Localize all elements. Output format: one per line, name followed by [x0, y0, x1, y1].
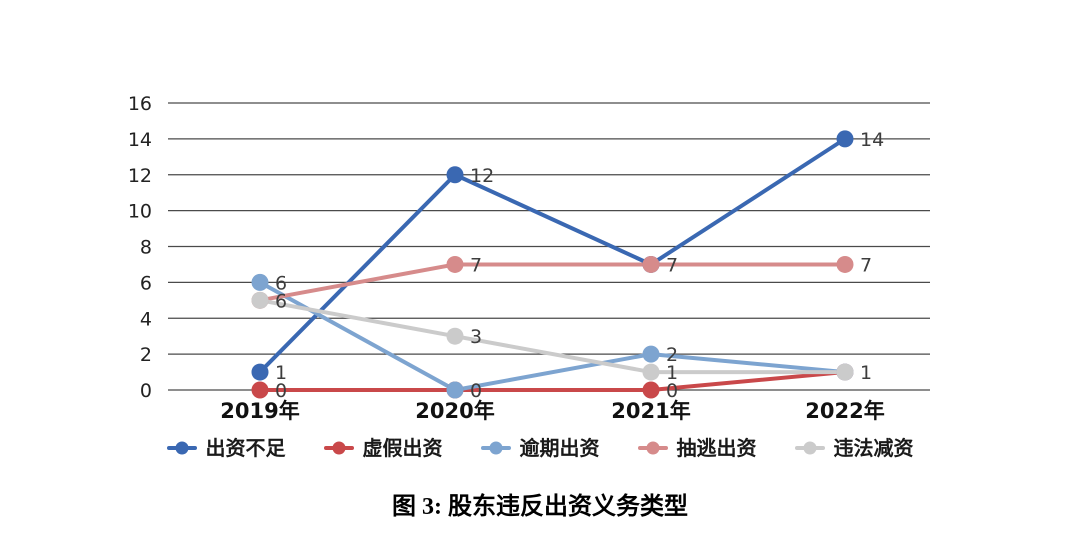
series-line-false-contribution [258, 370, 847, 392]
legend-item-illegal-capital-reduction: 违法减资 [794, 436, 914, 460]
legend-label: 抽逃出资 [676, 436, 757, 460]
y-tick-label: 4 [140, 308, 152, 330]
y-tick-label: 6 [140, 272, 152, 294]
data-point-withdrawn-contribution [446, 255, 464, 273]
series-line-insufficient-contribution [258, 136, 847, 375]
legend-marker-icon [637, 441, 668, 455]
series-line-withdrawn-contribution [258, 262, 847, 303]
y-tick-label: 0 [140, 380, 152, 402]
legend-dot-icon [646, 441, 659, 455]
legend-label: 违法减资 [833, 436, 914, 460]
data-point-overdue-contribution [446, 381, 464, 399]
data-point-illegal-capital-reduction [251, 291, 269, 309]
y-tick-label: 10 [128, 201, 152, 223]
data-label-insufficient-contribution: 14 [860, 129, 884, 151]
data-label-insufficient-contribution: 1 [275, 362, 287, 384]
legend-dot-icon [489, 441, 502, 455]
data-label-withdrawn-contribution: 7 [666, 254, 678, 276]
data-point-insufficient-contribution [836, 130, 854, 148]
data-point-false-contribution [642, 381, 660, 399]
data-point-illegal-capital-reduction [642, 363, 660, 381]
data-point-insufficient-contribution [251, 363, 269, 381]
data-point-withdrawn-contribution [642, 255, 660, 273]
data-label-withdrawn-contribution: 7 [470, 254, 482, 276]
legend-label: 逾期出资 [519, 436, 600, 460]
data-label-overdue-contribution: 6 [275, 272, 287, 294]
y-tick-label: 12 [128, 165, 152, 187]
series-line-illegal-capital-reduction [258, 298, 847, 375]
data-point-insufficient-contribution [446, 166, 464, 184]
data-point-overdue-contribution [642, 345, 660, 363]
data-label-false-contribution: 0 [275, 380, 287, 402]
x-tick-label: 2021年 [611, 399, 690, 423]
series-line-overdue-contribution [258, 280, 847, 392]
figure-caption: 图 3: 股东违反出资义务类型 [392, 494, 688, 520]
legend-item-false-contribution: 虚假出资 [323, 436, 443, 460]
data-point-illegal-capital-reduction [836, 363, 854, 381]
data-point-withdrawn-contribution [836, 255, 854, 273]
data-label-overdue-contribution: 2 [666, 344, 678, 366]
legend-marker-icon [480, 441, 511, 455]
y-tick-label: 14 [128, 129, 152, 151]
data-label-illegal-capital-reduction: 1 [860, 362, 872, 384]
legend-dot-icon [803, 441, 816, 455]
x-tick-label: 2019年 [220, 399, 299, 423]
x-tick-label: 2022年 [805, 399, 884, 423]
data-point-false-contribution [251, 381, 269, 399]
data-label-overdue-contribution: 0 [470, 380, 482, 402]
data-label-false-contribution: 0 [666, 380, 678, 402]
data-point-illegal-capital-reduction [446, 327, 464, 345]
legend-marker-icon [794, 441, 825, 455]
data-label-withdrawn-contribution: 7 [860, 254, 872, 276]
legend-label: 虚假出资 [362, 436, 443, 460]
legend-dot-icon [175, 441, 188, 455]
legend-marker-icon [323, 441, 354, 455]
legend-item-insufficient-contribution: 出资不足 [166, 436, 286, 460]
y-tick-label: 16 [128, 93, 152, 115]
legend-label: 出资不足 [205, 436, 286, 460]
y-tick-label: 2 [140, 344, 152, 366]
legend-item-overdue-contribution: 逾期出资 [480, 436, 600, 460]
x-tick-label: 2020年 [415, 399, 494, 423]
y-tick-label: 8 [140, 237, 152, 259]
data-label-illegal-capital-reduction: 3 [470, 326, 482, 348]
legend-item-withdrawn-contribution: 抽逃出资 [637, 436, 757, 460]
data-label-illegal-capital-reduction: 6 [275, 290, 287, 312]
legend-marker-icon [166, 441, 197, 455]
data-label-illegal-capital-reduction: 1 [666, 362, 678, 384]
legend-dot-icon [332, 441, 345, 455]
chart-legend: 出资不足 虚假出资 逾期出资 抽逃出资 违法减资 [0, 438, 1080, 458]
data-label-insufficient-contribution: 12 [470, 165, 494, 187]
data-point-overdue-contribution [251, 273, 269, 291]
